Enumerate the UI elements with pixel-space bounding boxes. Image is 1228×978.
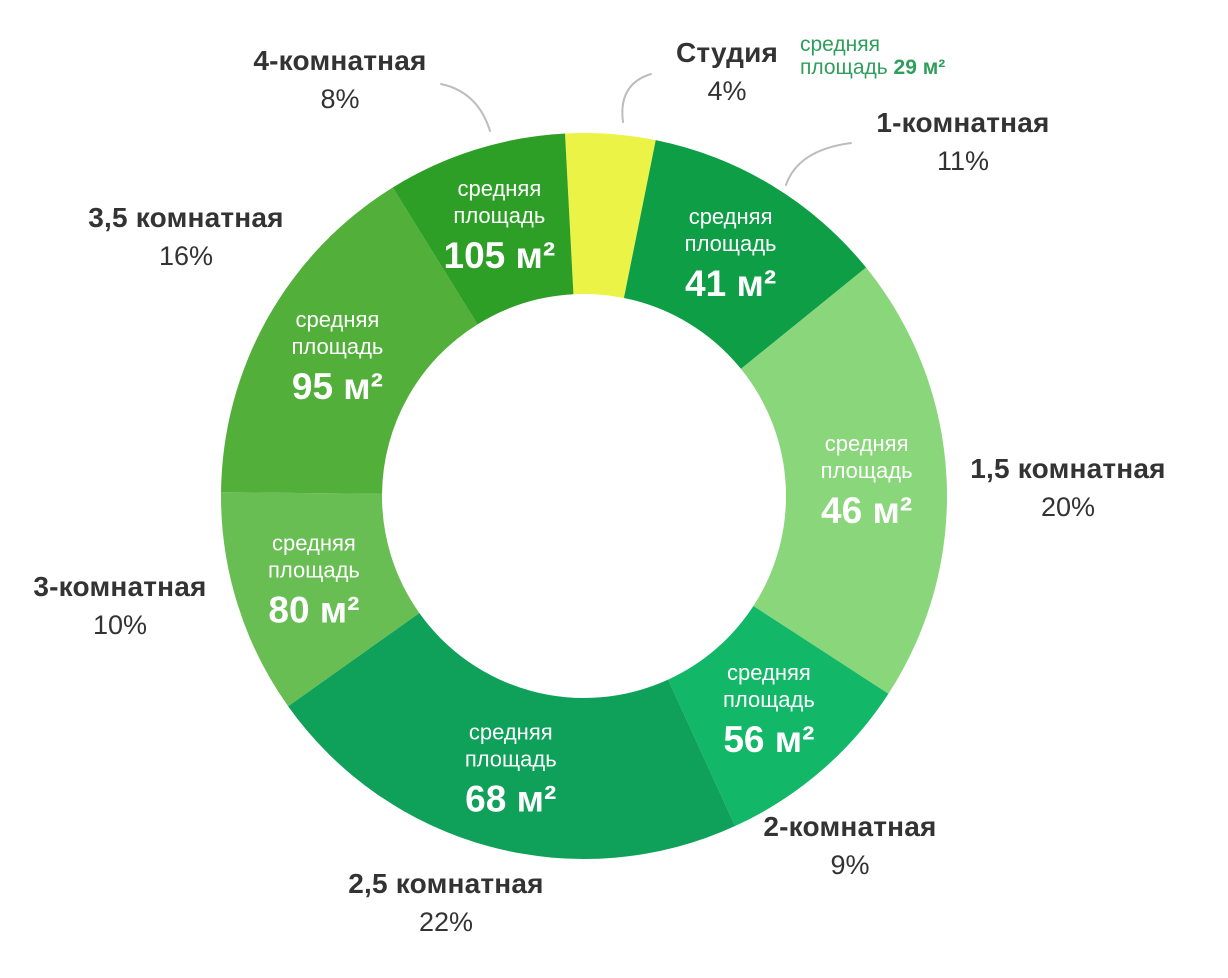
callout-1-5-room: 1,5 комнатная 20% (970, 452, 1165, 523)
svg-text:средняя: средняя (272, 531, 356, 556)
segment-percent: 4% (707, 76, 747, 106)
svg-text:46 м²: 46 м² (821, 490, 912, 531)
donut-segment (565, 133, 656, 298)
svg-text:средняя: средняя (469, 719, 553, 744)
note-line1: средняя (800, 33, 880, 56)
svg-text:средняя: средняя (457, 176, 541, 201)
segment-percent: 22% (418, 907, 474, 937)
svg-text:площадь: площадь (465, 746, 557, 771)
svg-text:площадь: площадь (268, 558, 360, 583)
note-value: 29 м² (893, 56, 946, 79)
svg-text:80 м²: 80 м² (268, 590, 359, 631)
svg-text:68 м²: 68 м² (465, 778, 556, 819)
segment-percent: 20% (1040, 492, 1096, 522)
svg-text:площадь: площадь (685, 231, 777, 256)
svg-text:площадь: площадь (453, 203, 545, 228)
segment-label: 2,5 комнатная (348, 868, 544, 899)
donut-segment (392, 133, 574, 325)
svg-text:56 м²: 56 м² (723, 719, 814, 760)
donut-segment (221, 187, 478, 494)
donut-segment (740, 267, 947, 694)
segment-label: 2-комнатная (763, 811, 937, 842)
segment-label: 3,5 комнатная (88, 202, 284, 233)
segment-percent: 9% (830, 850, 870, 880)
segment-percent: 11% (936, 146, 990, 176)
svg-text:средняя: средняя (727, 660, 811, 685)
segment-percent: 8% (320, 84, 360, 114)
svg-text:105 м²: 105 м² (444, 235, 556, 276)
donut-segment (288, 613, 736, 859)
segment-label: 1,5 комнатная (970, 453, 1166, 484)
svg-text:средняя: средняя (825, 431, 909, 456)
svg-text:средняя: средняя (689, 204, 773, 229)
callout-3-room: 3-комнатная 10% (33, 570, 206, 641)
segment-label: Студия (675, 37, 779, 68)
segment-percent: 16% (158, 241, 214, 271)
callout-4-room: 4-комнатная 8% (253, 44, 426, 115)
segment-label: 4-комнатная (253, 45, 427, 76)
callout-3-5-room: 3,5 комнатная 16% (88, 201, 283, 272)
callout-2-5-room: 2,5 комнатная 22% (348, 867, 543, 938)
leader-line (621, 73, 652, 123)
donut-segment (668, 606, 889, 827)
donut-segment (623, 140, 867, 369)
svg-text:площадь: площадь (292, 334, 384, 359)
note-line2: площадь (800, 56, 894, 79)
callout-1-room: 1-комнатная 11% (876, 106, 1049, 177)
callout-studio: Студия 4% (676, 36, 778, 107)
leader-line (440, 83, 491, 132)
donut-segment (220, 492, 420, 707)
segment-label: 1-комнатная (876, 107, 1050, 138)
svg-text:95 м²: 95 м² (292, 366, 383, 407)
svg-text:средняя: средняя (296, 307, 380, 332)
segment-label: 3-комнатная (33, 571, 207, 602)
callout-2-room: 2-комнатная 9% (763, 810, 936, 881)
svg-text:41 м²: 41 м² (685, 263, 776, 304)
studio-avg-area-note: средняя площадь 29 м² (800, 33, 990, 79)
svg-text:площадь: площадь (723, 687, 815, 712)
segment-percent: 10% (92, 610, 148, 640)
leader-line (785, 142, 852, 186)
svg-text:площадь: площадь (821, 458, 913, 483)
